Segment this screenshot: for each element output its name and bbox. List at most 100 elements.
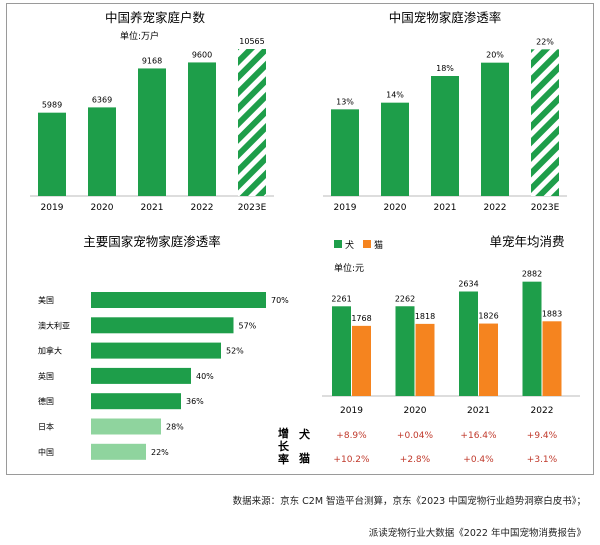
penetration-value-label-2023E: 22% [536,37,554,46]
penetration-bar-2022 [481,62,509,196]
penetration-tick-2019: 2019 [334,203,357,213]
country-label-1: 澳大利亚 [38,320,70,330]
spending-bar-猫-2021 [479,323,498,396]
spending-tick-2020: 2020 [404,406,427,416]
spending-value-label-犬-2022: 2882 [522,270,542,279]
country-value-label-4: 36% [186,397,204,406]
source-line-2: 派读宠物行业大数据《2022 年中国宠物消费报告》 [368,528,586,539]
spending-chart-unit: 单位:元 [334,262,364,274]
penetration-bar-2021 [431,76,459,196]
penetration-value-label-2021: 18% [436,64,454,73]
households-bar-2023E [238,49,266,196]
countries-bars: 美国 70% 澳大利亚 57% 加拿大 52% 英国 40% 德国 36% 日本 28% 中国 22% [38,292,289,460]
legend-cat-label: 猫 [374,239,383,251]
penetration-value-label-2019: 13% [336,97,354,106]
country-bar-0 [91,292,266,308]
spending-value-label-犬-2021: 2634 [458,280,478,289]
spending-value-label-猫-2019: 1768 [351,314,371,323]
country-label-5: 日本 [38,422,54,432]
growth-value-猫-2022: +3.1% [527,455,558,465]
growth-title-char-3: 率 [278,452,289,466]
growth-value-犬-2019: +8.9% [336,431,367,441]
households-tick-2020: 2020 [91,203,114,213]
spending-bar-犬-2019 [332,306,351,396]
country-bar-5 [91,418,161,435]
country-value-label-2: 52% [226,347,244,356]
penetration-chart-title: 中国宠物家庭渗透率 [389,10,502,25]
households-chart-title: 中国养宠家庭户数 [105,10,206,25]
country-value-label-5: 28% [166,423,184,432]
country-label-4: 德国 [38,396,54,406]
households-value-label-2023E: 10565 [239,37,264,46]
growth-row-dog-label: 犬 [299,427,311,441]
penetration-bars: 13% 2019 14% 2020 18% 2021 20% 2022 22% 2023E [323,37,567,213]
growth-value-犬-2021: +16.4% [460,431,497,441]
spending-value-label-猫-2022: 1883 [542,309,562,318]
households-tick-2021: 2021 [141,203,164,213]
spending-value-label-猫-2020: 1818 [415,312,435,321]
spending-bar-猫-2022 [542,321,562,396]
spending-chart-title: 单宠年均消费 [489,234,564,249]
chart-canvas: 中国养宠家庭户数 单位:万户 5989 2019 6369 2020 9168 2021 9… [30,10,580,466]
households-bar-2020 [88,107,116,196]
growth-value-猫-2019: +10.2% [333,455,370,465]
penetration-bar-2020 [381,102,409,196]
growth-table: +8.9% +0.04% +16.4% +9.4% +10.2% +2.8% +0.4% +3… [333,431,557,465]
penetration-tick-2023E: 2023E [531,203,560,213]
spending-bar-猫-2019 [352,325,371,396]
penetration-tick-2022: 2022 [484,203,507,213]
households-bars: 5989 2019 6369 2020 9168 2021 9600 2022 10565 202… [30,37,274,213]
country-label-0: 美国 [38,295,54,305]
chart-frame [6,3,594,475]
households-chart-unit: 单位:万户 [120,30,159,42]
spending-tick-2019: 2019 [340,406,363,416]
spending-value-label-犬-2019: 2261 [331,294,351,303]
penetration-value-label-2022: 20% [486,51,504,60]
growth-value-犬-2020: +0.04% [397,431,434,441]
households-bar-2022 [188,62,216,196]
country-label-2: 加拿大 [38,346,62,356]
legend-cat-swatch [363,240,371,248]
legend-dog-label: 犬 [345,239,354,251]
penetration-value-label-2020: 14% [386,91,404,100]
country-label-3: 英国 [38,371,54,381]
country-bar-4 [91,393,181,410]
households-tick-2023E: 2023E [238,203,267,213]
growth-title-char-1: 增 [278,426,289,440]
source-line-1: 数据来源：京东 C2M 智造平台测算，京东《2023 中国宠物行业趋势洞察白皮书… [232,496,586,507]
households-tick-2019: 2019 [41,203,64,213]
spending-tick-2022: 2022 [531,406,554,416]
country-value-label-1: 57% [239,321,257,330]
households-bar-2021 [138,68,166,196]
country-value-label-6: 22% [151,448,169,457]
country-value-label-3: 40% [196,372,214,381]
spending-bar-犬-2022 [522,281,542,396]
country-bar-3 [91,367,191,384]
growth-value-猫-2020: +2.8% [400,455,431,465]
households-bar-2019 [38,112,66,196]
penetration-bar-2023E [531,49,559,197]
country-bar-2 [91,342,221,359]
households-value-label-2022: 9600 [192,50,212,59]
spending-bar-犬-2020 [395,306,415,396]
growth-value-猫-2021: +0.4% [463,455,494,465]
country-value-label-0: 70% [271,296,289,305]
growth-row-cat-label: 猫 [299,451,310,465]
growth-title-char-2: 长 [278,439,290,453]
spending-tick-2021: 2021 [467,406,490,416]
countries-chart-title: 主要国家宠物家庭渗透率 [83,234,221,249]
households-value-label-2021: 9168 [142,56,162,65]
households-value-label-2019: 5989 [42,101,62,110]
spending-bar-犬-2021 [459,291,478,396]
legend-dog-swatch [334,240,342,248]
spending-value-label-犬-2020: 2262 [395,294,415,303]
spending-value-label-猫-2021: 1826 [478,312,498,321]
penetration-tick-2020: 2020 [384,203,407,213]
country-label-6: 中国 [38,447,54,457]
growth-value-犬-2022: +9.4% [527,431,558,441]
country-bar-1 [91,317,234,334]
penetration-bar-2019 [331,109,359,196]
country-bar-6 [91,443,146,460]
penetration-tick-2021: 2021 [434,203,457,213]
